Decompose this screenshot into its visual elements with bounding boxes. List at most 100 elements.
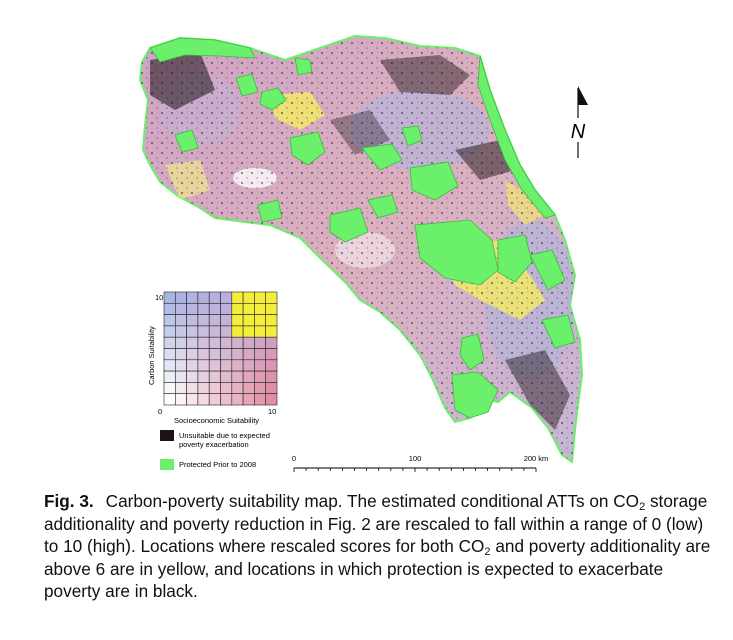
legend-matrix-cell xyxy=(197,370,210,383)
legend-matrix-cell xyxy=(220,359,233,372)
legend-y-max: 10 xyxy=(155,293,163,302)
legend-matrix-cell xyxy=(163,370,176,383)
legend-matrix-cell xyxy=(220,314,233,327)
protected-area xyxy=(235,73,259,97)
protected-area xyxy=(149,37,256,63)
legend-matrix-cell xyxy=(163,314,176,327)
unsuitable-zone xyxy=(505,350,570,430)
legend-unsuitable-swatch xyxy=(160,430,174,441)
legend-matrix-cell xyxy=(265,302,278,315)
legend-matrix-cell xyxy=(163,359,176,372)
legend-matrix-cell xyxy=(242,291,255,304)
legend-matrix-cell xyxy=(231,382,244,394)
scale-label-0: 0 xyxy=(292,454,296,463)
legend-matrix-cell xyxy=(175,359,187,372)
legend-matrix-cell xyxy=(242,370,255,383)
legend-matrix-cell xyxy=(208,359,221,372)
legend-matrix-cell xyxy=(197,325,210,338)
legend-matrix-cell xyxy=(208,393,221,406)
legend-matrix-cell xyxy=(208,348,221,361)
legend-protected-swatch xyxy=(160,459,174,470)
legend-matrix-cell xyxy=(231,370,244,383)
legend-matrix-cell xyxy=(254,302,266,315)
legend-matrix-cell xyxy=(254,382,266,394)
protected-area xyxy=(541,314,576,349)
legend-matrix-cell xyxy=(242,314,255,327)
legend-matrix-cell xyxy=(231,359,244,372)
legend-matrix-cell xyxy=(265,370,278,383)
legend-matrix-cell xyxy=(242,348,255,361)
legend-matrix-cell xyxy=(163,382,176,394)
legend-matrix-cell xyxy=(220,336,233,349)
legend-matrix-cell xyxy=(186,314,199,327)
unsuitable-zone xyxy=(455,140,515,180)
legend-matrix-cell xyxy=(175,382,187,394)
legend-matrix-cell xyxy=(254,291,266,304)
legend-x-max: 10 xyxy=(268,407,276,416)
legend-matrix-cell xyxy=(208,291,221,304)
legend-matrix-cell xyxy=(265,359,278,372)
protected-area xyxy=(497,234,533,283)
legend-matrix-cell xyxy=(265,325,278,338)
legend-matrix-cell xyxy=(231,393,244,406)
legend-matrix-cell xyxy=(220,370,233,383)
protected-areas xyxy=(149,37,576,419)
unsuitable-zone xyxy=(330,110,390,155)
legend-matrix-cell xyxy=(175,325,187,338)
legend-matrix-cell xyxy=(242,359,255,372)
scale-bar-ticks xyxy=(293,468,537,472)
scale-label-100: 100 xyxy=(409,454,422,463)
legend-matrix-cell xyxy=(254,393,266,406)
legend-matrix-cell xyxy=(175,302,187,315)
legend-matrix-cell xyxy=(242,336,255,349)
caption-lead: Fig. 3. xyxy=(44,491,94,511)
north-label: N xyxy=(571,121,586,143)
legend-matrix-cell xyxy=(220,393,233,406)
legend-matrix-cell xyxy=(254,314,266,327)
legend-matrix-cell xyxy=(208,382,221,394)
legend-matrix-cell xyxy=(265,393,278,406)
legend-matrix-cell xyxy=(231,314,244,327)
legend-matrix-cell xyxy=(186,370,199,383)
legend-matrix-cell xyxy=(242,382,255,394)
legend-matrix-cell xyxy=(186,336,199,349)
caption-text-1: Carbon-poverty suitability map. The esti… xyxy=(105,491,640,511)
legend-matrix-cell xyxy=(208,302,221,315)
legend-matrix-cell xyxy=(163,393,176,406)
legend-matrix-cell xyxy=(242,302,255,315)
legend-matrix-cell xyxy=(186,291,199,304)
protected-area xyxy=(414,219,499,286)
legend-matrix-cell xyxy=(197,348,210,361)
legend-matrix-cell xyxy=(242,393,255,406)
legend-matrix-cell xyxy=(231,325,244,338)
legend-matrix-cell xyxy=(265,291,278,304)
legend-matrix-cell xyxy=(175,314,187,327)
legend-matrix-cell xyxy=(197,291,210,304)
map-figure: N Carbon Suitability 10 0 10 Socioeconom… xyxy=(138,34,588,472)
legend-origin: 0 xyxy=(158,407,162,416)
legend-x-axis-label: Socioeconomic Suitability xyxy=(174,416,259,425)
legend-matrix-cell xyxy=(265,314,278,327)
protected-area xyxy=(451,371,499,419)
legend-matrix-cell xyxy=(197,302,210,315)
legend-matrix-cell xyxy=(197,359,210,372)
legend-y-axis-label: Carbon Suitability xyxy=(147,326,156,385)
scale-bar: 0 100 200 km xyxy=(292,454,548,472)
legend-matrix-cell xyxy=(242,325,255,338)
legend-matrix-cell xyxy=(163,348,176,361)
legend-matrix-cell xyxy=(175,370,187,383)
north-arrow: N xyxy=(571,86,588,158)
legend-matrix-cell xyxy=(254,348,266,361)
legend-matrix-cell xyxy=(163,302,176,315)
legend-matrix-cell xyxy=(231,302,244,315)
legend-matrix-cell xyxy=(175,291,187,304)
protected-area xyxy=(329,207,369,243)
legend-matrix-cell xyxy=(163,336,176,349)
north-arrow-head xyxy=(578,86,588,105)
legend-unsuitable-label-2: poverty exacerbation xyxy=(179,440,249,449)
protected-area xyxy=(259,87,287,111)
legend-matrix-cell xyxy=(254,359,266,372)
protected-area xyxy=(529,249,566,291)
legend-matrix-cell xyxy=(265,382,278,394)
